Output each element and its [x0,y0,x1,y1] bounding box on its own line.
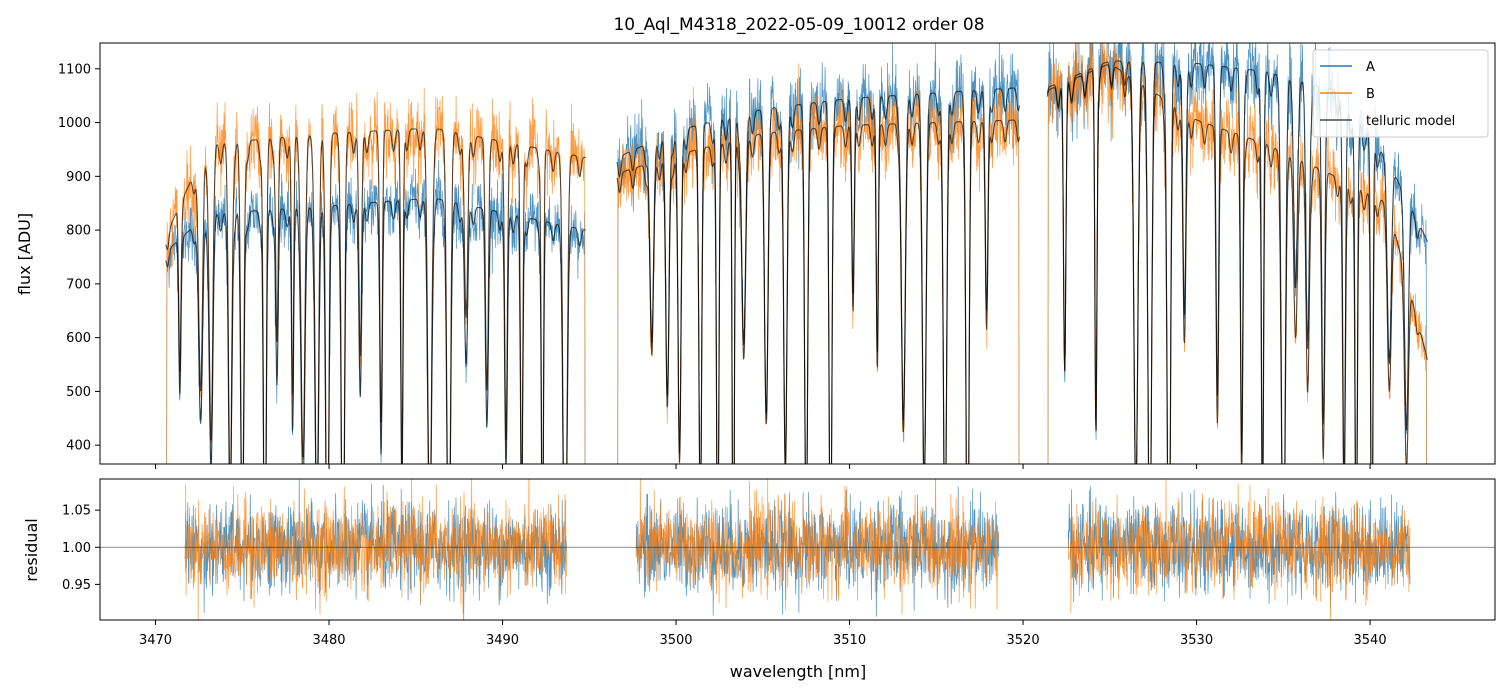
legend-label-b: B [1366,87,1375,102]
telluric-model-b-segment-1 [165,128,586,464]
telluric-model-b-segment-3 [1046,64,1428,464]
residual-x-tick-label: 3540 [1354,633,1387,648]
residual-y-ticks: 0.95 1.00 1.05 [62,504,100,593]
flux-x-ticks [155,464,1371,469]
legend-label-a: A [1366,60,1375,75]
flux-y-tick-label: 1000 [58,116,91,131]
residual-x-tick-label: 3520 [1007,633,1040,648]
flux-panel [165,43,1428,464]
residual-x-tick-label: 3500 [659,633,692,648]
flux-y-axis-label: flux [ADU] [15,213,34,295]
flux-y-tick-label: 400 [66,439,91,454]
flux-y-tick-label: 500 [66,385,91,400]
legend-box [1312,49,1489,138]
residual-x-tick-label: 3510 [833,633,866,648]
flux-y-tick-label: 1100 [58,62,91,77]
legend: A B telluric model [1312,49,1489,138]
residual-y-tick-label: 1.00 [62,541,91,556]
residual-b-segment-2 [635,479,999,615]
telluric-model-b-segment-2 [616,119,1021,464]
residual-x-ticks: 3470 3480 3490 3500 3510 3520 3530 3540 [139,620,1387,648]
residual-x-tick-label: 3530 [1180,633,1213,648]
chart-title: 10_Aql_M4318_2022-05-09_10012 order 08 [613,15,984,35]
legend-label-telluric: telluric model [1366,114,1455,129]
flux-y-tick-label: 700 [66,277,91,292]
residual-y-tick-label: 1.05 [62,504,91,519]
residual-x-tick-label: 3480 [312,633,345,648]
residual-y-axis-label: residual [22,518,41,581]
series-b-segment-1 [166,87,586,464]
flux-y-tick-label: 600 [66,331,91,346]
flux-panel-frame [99,42,1496,465]
residual-x-tick-label: 3490 [486,633,519,648]
telluric-model-a-segment-2 [616,87,1021,464]
series-b-segment-3 [1047,43,1427,464]
x-axis-label: wavelength [nm] [730,662,867,681]
residual-panel [100,479,1495,620]
flux-y-ticks: 400 500 600 700 800 900 1000 1100 [58,62,100,454]
residual-x-tick-label: 3470 [139,633,172,648]
telluric-model-a-segment-1 [165,198,586,464]
series-a-segment-1 [166,156,586,464]
residual-b-segment-1 [184,479,568,620]
residual-b-segment-3 [1067,479,1411,620]
residual-panel-frame [99,478,1496,621]
flux-y-tick-label: 900 [66,170,91,185]
residual-y-tick-label: 0.95 [62,578,91,593]
flux-y-tick-label: 800 [66,224,91,239]
